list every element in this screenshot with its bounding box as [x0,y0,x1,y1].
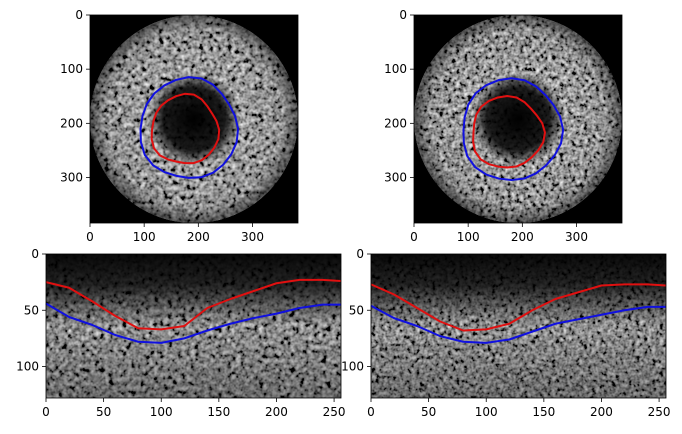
ivus-unrolled-right-x-tick-label: 50 [421,405,436,419]
ivus-polar-right-x-tick-label: 0 [410,230,418,244]
ivus-polar-left-outer-contour [139,76,240,179]
ivus-unrolled-left-y-tick-label: 0 [31,247,39,261]
ivus-unrolled-right-x-tick-label: 250 [648,405,671,419]
ivus-polar-right-frame [413,14,623,224]
ivus-polar-right-x-tick-label: 100 [457,230,480,244]
ivus-polar-left-y-tick-label: 0 [75,8,83,22]
ivus-unrolled-right-y-tick-label: 100 [341,360,364,374]
ivus-polar-left-y-tick-label: 300 [60,171,83,185]
ivus-unrolled-right-blue-curve [370,304,666,344]
ivus-polar-right-x-tick-label: 300 [565,230,588,244]
ivus-unrolled-left-y-tick-label: 100 [16,360,39,374]
ivus-polar-right-y-tick-label: 0 [399,8,407,22]
ivus-polar-right-y-tick-label: 100 [384,62,407,76]
ivus-unrolled-right-panel: 0 50 100 150 200 250 0 50 100 [341,247,670,419]
ivus-polar-left-x-tick-label: 200 [187,230,210,244]
ivus-unrolled-right-frame [370,253,667,399]
ivus-unrolled-right-x-tick-label: 0 [367,405,375,419]
ivus-unrolled-left-y-tick-label: 50 [24,303,39,317]
ivus-polar-right-inner-contour [472,95,546,169]
ivus-polar-left-x-tick-label: 300 [241,230,264,244]
ivus-polar-left-y-tick-label: 100 [60,62,83,76]
ivus-unrolled-right-x-tick-label: 150 [532,405,555,419]
ivus-unrolled-right-x-tick-label: 200 [590,405,613,419]
ivus-polar-left-x-tick-label: 0 [86,230,94,244]
ivus-polar-right-y-tick-label: 200 [384,116,407,130]
ivus-polar-left-panel: 0 100 200 300 0 100 200 300 [60,8,299,244]
ivus-polar-right-y-tick-label: 300 [384,171,407,185]
ivus-unrolled-left-image [46,254,341,398]
ivus-polar-left-image [90,15,298,223]
ivus-polar-right-panel: 0 100 200 300 0 100 200 300 [384,8,623,244]
ivus-unrolled-left-x-tick-label: 250 [323,405,346,419]
ivus-unrolled-left-x-tick-label: 100 [150,405,173,419]
ivus-unrolled-left-panel: 0 50 100 150 200 250 0 50 100 [16,247,345,419]
ivus-polar-left-inner-contour [150,92,221,165]
ivus-polar-left-x-tick-label: 100 [133,230,156,244]
ivus-unrolled-right-y-tick-label: 0 [356,247,364,261]
ivus-polar-right-outer-contour [462,77,565,182]
ivus-unrolled-left-x-tick-label: 50 [96,405,111,419]
ivus-unrolled-left-red-curve [45,278,342,331]
ivus-unrolled-right-red-curve [370,283,667,332]
ivus-polar-right-x-tick-label: 200 [511,230,534,244]
ivus-unrolled-left-frame [45,253,342,399]
ivus-unrolled-left-x-tick-label: 150 [207,405,230,419]
ivus-unrolled-left-x-tick-label: 200 [265,405,288,419]
ivus-polar-right-image [414,15,622,223]
ivus-unrolled-left-blue-curve [45,302,341,344]
ivus-polar-left-frame [89,14,299,224]
ivus-unrolled-right-x-tick-label: 100 [475,405,498,419]
ivus-unrolled-right-y-tick-label: 50 [349,303,364,317]
ivus-unrolled-right-image [371,254,666,398]
ivus-polar-left-y-tick-label: 200 [60,116,83,130]
ivus-unrolled-left-x-tick-label: 0 [42,405,50,419]
